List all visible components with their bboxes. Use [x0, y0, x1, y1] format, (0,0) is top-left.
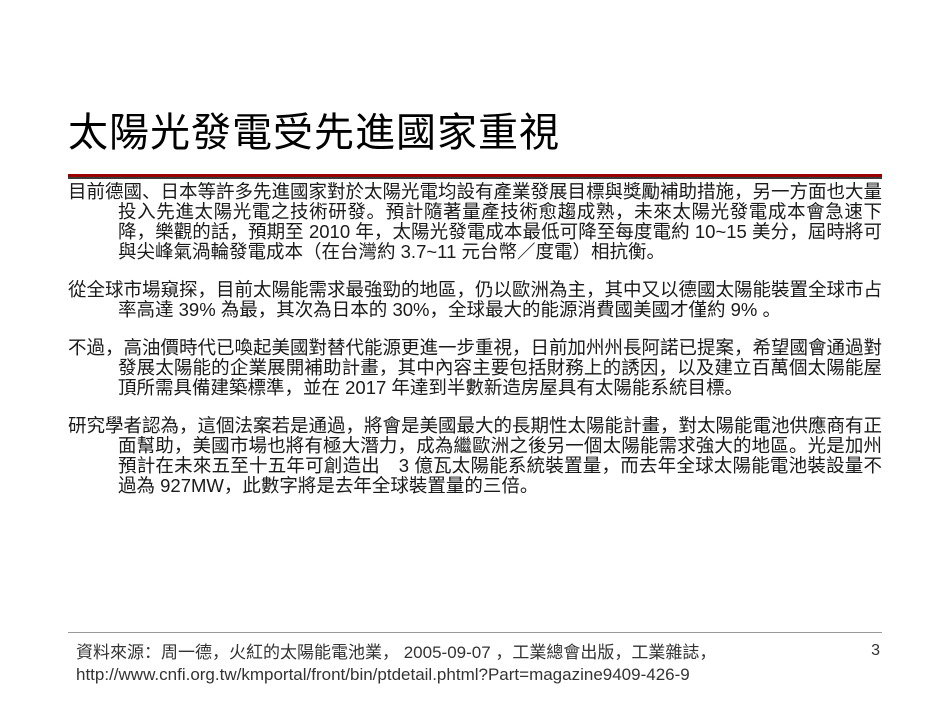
- paragraph: 目前德國、日本等許多先進國家對於太陽光電均設有產業發展目標與獎勵補助措施，另一方…: [68, 182, 882, 262]
- footer-divider: [68, 632, 882, 633]
- slide-title: 太陽光發電受先進國家重視: [68, 100, 882, 168]
- page-number: 3: [871, 642, 880, 660]
- title-block: 太陽光發電受先進國家重視: [68, 100, 882, 179]
- title-underline: [68, 174, 882, 179]
- footer-url: http://www.cnfi.org.tw/kmportal/front/bi…: [76, 665, 690, 684]
- slide: 太陽光發電受先進國家重視 目前德國、日本等許多先進國家對於太陽光電均設有產業發展…: [0, 0, 950, 713]
- paragraph: 研究學者認為，這個法案若是通過，將會是美國最大的長期性太陽能計畫，對太陽能電池供…: [68, 416, 882, 496]
- paragraph: 從全球市場窺探，目前太陽能需求最強勁的地區，仍以歐洲為主，其中又以德國太陽能裝置…: [68, 280, 882, 320]
- body-text: 目前德國、日本等許多先進國家對於太陽光電均設有產業發展目標與獎勵補助措施，另一方…: [68, 182, 882, 514]
- paragraph: 不過，高油價時代已喚起美國對替代能源更進一步重視，日前加州州長阿諾已提案，希望國…: [68, 338, 882, 398]
- footer-text-line1: 資料來源：周一德，火紅的太陽能電池業， 2005-09-07 ，工業總會出版，工…: [76, 643, 716, 662]
- footer-source: 資料來源：周一德，火紅的太陽能電池業， 2005-09-07 ，工業總會出版，工…: [76, 642, 876, 686]
